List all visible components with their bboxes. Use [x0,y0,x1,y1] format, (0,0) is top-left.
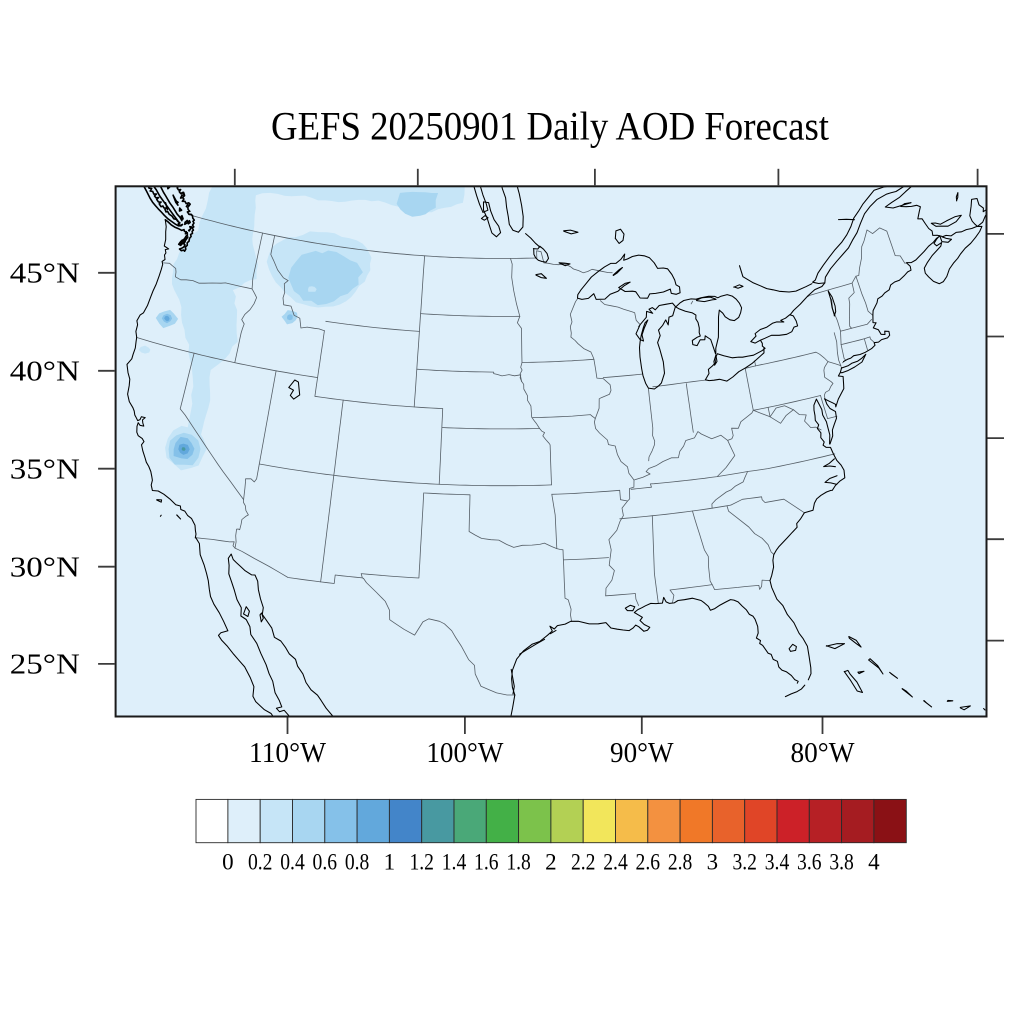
svg-text:35°N: 35°N [10,453,80,485]
svg-text:2.8: 2.8 [668,850,693,875]
svg-text:2.6: 2.6 [636,850,661,875]
svg-text:3: 3 [707,850,719,875]
svg-text:GEFS 20250901 Daily AOD Foreca: GEFS 20250901 Daily AOD Forecast [271,104,830,149]
svg-text:0.4: 0.4 [280,850,305,875]
svg-text:2: 2 [545,850,557,875]
svg-text:110°W: 110°W [249,737,327,769]
svg-text:1.6: 1.6 [474,850,499,875]
svg-text:3.4: 3.4 [765,850,790,875]
svg-text:0.2: 0.2 [248,850,273,875]
svg-text:80°W: 80°W [791,737,856,769]
svg-text:1.4: 1.4 [442,850,467,875]
svg-text:1.2: 1.2 [409,850,434,875]
svg-text:0: 0 [222,850,234,875]
svg-text:45°N: 45°N [10,258,80,290]
svg-text:3.8: 3.8 [829,850,854,875]
svg-text:0.6: 0.6 [313,850,338,875]
svg-text:2.4: 2.4 [603,850,628,875]
svg-text:30°N: 30°N [10,551,80,583]
svg-text:0.8: 0.8 [345,850,370,875]
svg-text:40°N: 40°N [10,356,80,388]
svg-text:3.6: 3.6 [797,850,822,875]
svg-text:3.2: 3.2 [732,850,757,875]
svg-text:4: 4 [868,850,880,875]
svg-text:100°W: 100°W [426,737,504,769]
svg-text:90°W: 90°W [610,737,674,769]
svg-text:25°N: 25°N [10,649,80,681]
svg-text:1: 1 [384,850,396,875]
svg-text:1.8: 1.8 [506,850,531,875]
svg-text:2.2: 2.2 [571,850,596,875]
